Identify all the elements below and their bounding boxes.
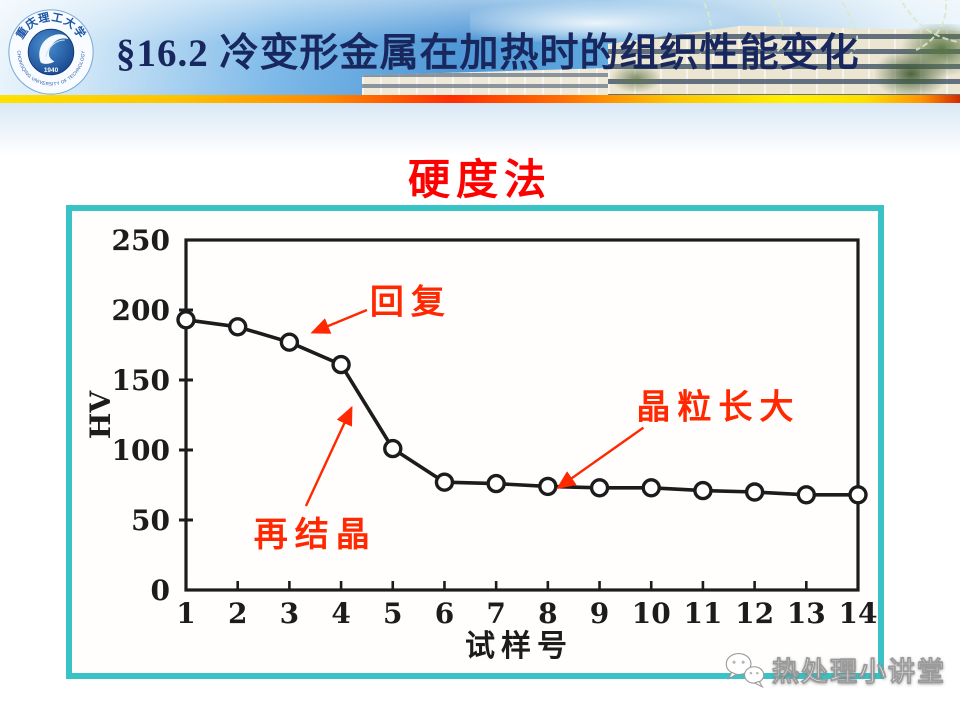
svg-text:回复: 回复: [370, 283, 452, 323]
annotation-2: 晶粒长大: [556, 388, 800, 490]
watermark-text: 热处理小讲堂: [772, 657, 946, 688]
svg-text:50: 50: [131, 504, 170, 537]
svg-text:3: 3: [280, 597, 299, 630]
data-point: [848, 485, 868, 505]
svg-text:8: 8: [538, 597, 557, 630]
svg-text:12: 12: [735, 597, 774, 630]
y-axis: 0 50 100 150 200 250 HV: [84, 224, 193, 607]
data-point: [383, 438, 403, 459]
svg-text:200: 200: [112, 294, 170, 327]
data-point: [744, 482, 765, 502]
svg-text:13: 13: [787, 597, 826, 630]
data-point: [641, 478, 661, 498]
data-point: [176, 310, 196, 330]
data-point: [434, 472, 455, 492]
svg-text:250: 250: [112, 224, 170, 257]
svg-text:1: 1: [176, 597, 195, 630]
data-point: [693, 480, 713, 501]
swan-emblem-icon: [39, 34, 69, 64]
data-series: [176, 310, 868, 505]
svg-text:10: 10: [632, 597, 671, 630]
svg-text:14: 14: [839, 597, 878, 630]
svg-text:再结晶: 再结晶: [254, 515, 377, 555]
plot-frame: [184, 238, 860, 592]
university-logo: 重庆理工大学 CHONGQING UNIVERSITY OF TECHNOLOG…: [8, 9, 94, 95]
data-point: [486, 473, 506, 494]
svg-text:9: 9: [590, 597, 609, 630]
data-point: [538, 476, 558, 497]
data-point: [331, 354, 351, 375]
data-point: [589, 478, 610, 498]
svg-text:4: 4: [331, 597, 350, 630]
logo-year: 1940: [44, 67, 59, 74]
svg-text:7: 7: [486, 597, 505, 630]
tree-decoration: [604, 58, 668, 95]
watermark: 热处理小讲堂: [724, 650, 946, 689]
slide-header: 重庆理工大学 CHONGQING UNIVERSITY OF TECHNOLOG…: [0, 0, 960, 103]
svg-text:0: 0: [151, 574, 170, 607]
svg-text:5: 5: [383, 597, 402, 630]
campus-photo: [0, 0, 960, 95]
data-point: [227, 317, 248, 337]
data-point: [796, 485, 817, 505]
header-fade-decoration: [0, 103, 960, 155]
svg-text:晶粒长大: 晶粒长大: [636, 388, 800, 428]
tree-decoration: [875, 24, 960, 95]
page-title: §16.2 冷变形金属在加热时的组织性能变化: [116, 32, 860, 75]
x-axis-label: 试样号: [465, 629, 573, 664]
svg-text:100: 100: [112, 434, 170, 467]
y-axis-label: HV: [84, 390, 117, 439]
svg-text:11: 11: [683, 597, 722, 630]
annotation-0: 回复: [310, 283, 452, 334]
data-point: [279, 332, 300, 352]
chart-title: 硬度法: [407, 158, 552, 204]
annotation-1: 再结晶: [254, 405, 377, 555]
chart-panel: 0 50 100 150 200 250 HV 1 2 3 4 5 6 7 8 9 10 11 12 13 14 试样号回…: [66, 205, 884, 679]
svg-text:2: 2: [228, 597, 247, 630]
wechat-icon: [725, 652, 765, 688]
header-divider: [0, 95, 960, 103]
svg-text:6: 6: [435, 597, 454, 630]
svg-text:150: 150: [112, 364, 170, 397]
willow-branches-decoration: [687, 0, 959, 63]
